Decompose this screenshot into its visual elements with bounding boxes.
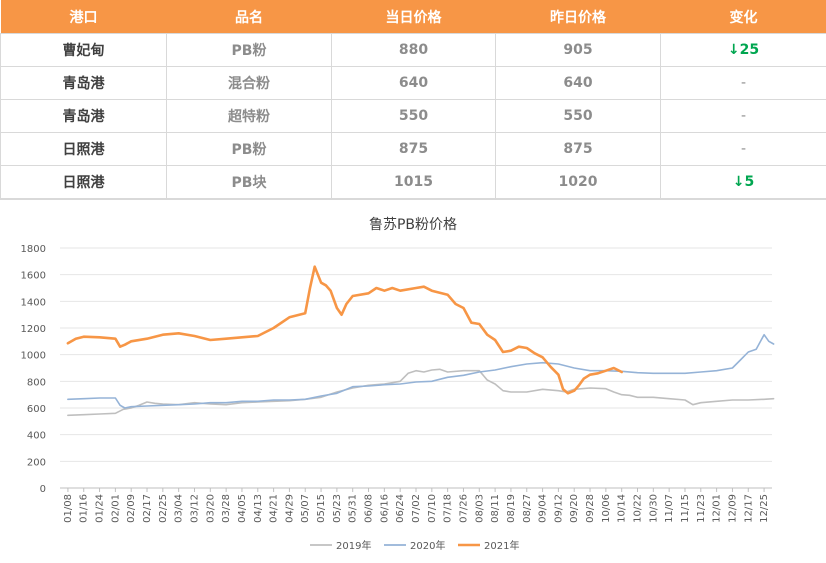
chart-title: 鲁苏PB粉价格: [369, 217, 457, 233]
x-tick-label: 11/07: [664, 494, 675, 523]
x-tick-label: 11/23: [696, 494, 707, 523]
cell-product: PB粉: [167, 133, 332, 166]
x-tick-label: 02/25: [158, 494, 169, 523]
y-tick-label: 1000: [21, 351, 46, 362]
x-tick-label: 05/07: [300, 494, 311, 523]
legend-label: 2019年: [336, 539, 371, 552]
legend-label: 2020年: [410, 539, 445, 552]
cell-change: ↓5: [661, 166, 826, 199]
cell-yesterday-price: 550: [496, 100, 661, 133]
x-tick-label: 12/25: [759, 494, 770, 523]
x-tick-label: 08/19: [506, 494, 517, 523]
y-tick-label: 400: [27, 431, 46, 442]
x-tick-label: 08/11: [490, 494, 501, 523]
x-tick-label: 05/31: [348, 494, 359, 523]
x-tick-label: 07/10: [427, 494, 438, 523]
x-tick-label: 12/17: [743, 494, 754, 523]
x-tick-label: 10/22: [633, 494, 644, 523]
cell-yesterday-price: 875: [496, 133, 661, 166]
x-tick-label: 07/26: [458, 494, 469, 523]
series-line-3: [68, 267, 622, 394]
x-tick-label: 03/12: [189, 494, 200, 523]
y-tick-label: 1800: [21, 244, 46, 255]
table-row: 日照港 PB粉 875 875 -: [1, 133, 826, 166]
x-tick-label: 10/14: [617, 494, 628, 523]
x-tick-label: 04/13: [253, 494, 264, 523]
header-yesterday-price: 昨日价格: [496, 0, 661, 34]
cell-change: ↓25: [661, 34, 826, 67]
y-tick-label: 0: [40, 484, 46, 495]
x-tick-label: 09/12: [553, 494, 564, 523]
y-tick-label: 1200: [21, 324, 46, 335]
x-tick-label: 03/20: [205, 494, 216, 523]
table-row: 青岛港 混合粉 640 640 -: [1, 67, 826, 100]
x-tick-label: 07/18: [443, 494, 454, 523]
x-tick-label: 11/15: [680, 494, 691, 523]
x-tick-label: 06/16: [379, 494, 390, 523]
cell-change: -: [661, 67, 826, 100]
cell-change: -: [661, 133, 826, 166]
x-tick-label: 09/04: [538, 494, 549, 523]
cell-product: PB块: [167, 166, 332, 199]
table-header-row: 港口 品名 当日价格 昨日价格 变化: [1, 0, 826, 34]
cell-today-price: 880: [332, 34, 496, 67]
x-tick-label: 03/04: [174, 494, 185, 523]
x-tick-label: 12/01: [712, 494, 723, 523]
cell-today-price: 550: [332, 100, 496, 133]
x-tick-label: 06/08: [364, 494, 375, 523]
y-tick-label: 600: [27, 404, 46, 415]
x-tick-label: 10/06: [601, 494, 612, 523]
x-tick-label: 05/15: [316, 494, 327, 523]
x-tick-label: 03/28: [221, 494, 232, 523]
x-tick-label: 07/02: [411, 494, 422, 523]
header-port: 港口: [1, 0, 167, 34]
price-table: 港口 品名 当日价格 昨日价格 变化 曹妃甸 PB粉 880 905 ↓25 青…: [0, 0, 826, 199]
cell-yesterday-price: 905: [496, 34, 661, 67]
cell-product: PB粉: [167, 34, 332, 67]
table-row: 曹妃甸 PB粉 880 905 ↓25: [1, 34, 826, 67]
cell-yesterday-price: 1020: [496, 166, 661, 199]
cell-port: 日照港: [1, 166, 167, 199]
x-tick-label: 01/16: [79, 494, 90, 523]
cell-today-price: 875: [332, 133, 496, 166]
cell-port: 曹妃甸: [1, 34, 167, 67]
x-tick-label: 04/29: [284, 494, 295, 523]
y-tick-label: 800: [27, 377, 46, 388]
x-tick-label: 05/23: [332, 494, 343, 523]
cell-product: 混合粉: [167, 67, 332, 100]
x-tick-label: 02/01: [110, 494, 121, 523]
cell-today-price: 1015: [332, 166, 496, 199]
y-tick-label: 1400: [21, 297, 46, 308]
chart-area: 鲁苏PB粉价格 0 200 400 600 800 1000 1200 1400 1600 180…: [0, 199, 826, 563]
x-tick-label: 02/17: [142, 494, 153, 523]
cell-port: 日照港: [1, 133, 167, 166]
cell-change: -: [661, 100, 826, 133]
header-product: 品名: [167, 0, 332, 34]
x-tick-label: 12/09: [727, 494, 738, 523]
x-tick-label: 06/24: [395, 494, 406, 523]
y-tick-label: 1600: [21, 271, 46, 282]
x-tick-label: 04/05: [237, 494, 248, 523]
cell-today-price: 640: [332, 67, 496, 100]
x-tick-label: 01/24: [95, 494, 106, 523]
x-tick-label: 04/21: [269, 494, 280, 523]
table-row: 青岛港 超特粉 550 550 -: [1, 100, 826, 133]
header-change: 变化: [661, 0, 826, 34]
cell-product: 超特粉: [167, 100, 332, 133]
x-tick-label: 10/30: [648, 494, 659, 523]
cell-port: 青岛港: [1, 100, 167, 133]
header-today-price: 当日价格: [332, 0, 496, 34]
table-row: 日照港 PB块 1015 1020 ↓5: [1, 166, 826, 199]
x-tick-label: 08/03: [474, 494, 485, 523]
x-tick-label: 01/08: [63, 494, 74, 523]
cell-port: 青岛港: [1, 67, 167, 100]
x-tick-label: 09/28: [585, 494, 596, 523]
x-tick-label: 08/27: [522, 494, 533, 523]
price-line-chart: 鲁苏PB粉价格 0 200 400 600 800 1000 1200 1400 1600 180…: [0, 200, 826, 562]
y-tick-label: 200: [27, 457, 46, 468]
x-tick-label: 02/09: [126, 494, 137, 523]
cell-yesterday-price: 640: [496, 67, 661, 100]
x-tick-label: 09/20: [569, 494, 580, 523]
legend-label: 2021年: [484, 539, 519, 552]
